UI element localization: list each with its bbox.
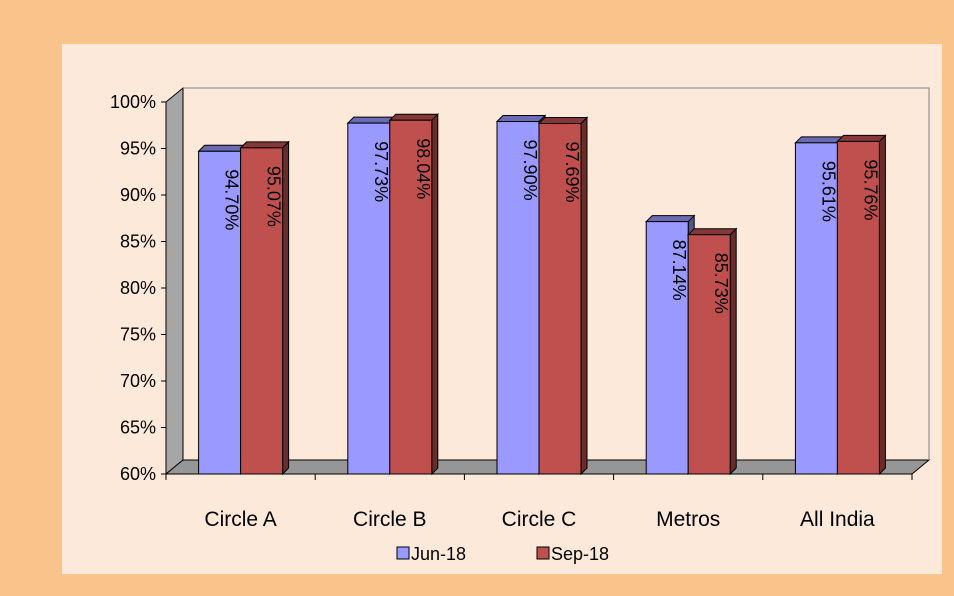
- data-label: 97.69%: [562, 141, 582, 202]
- bar-top: [537, 116, 589, 124]
- bar-Sep-18-Metros: 85.73%: [686, 227, 738, 476]
- bar-Sep-18-Circle C: 97.69%: [537, 116, 589, 476]
- y-tick-label: 80%: [120, 278, 156, 298]
- data-label: 85.73%: [711, 253, 731, 314]
- bar-top: [495, 115, 547, 123]
- bar-top: [644, 215, 696, 223]
- bar-Jun-18-All India: 95.61%: [794, 135, 845, 476]
- y-tick-label: 70%: [120, 371, 156, 391]
- data-label: 97.73%: [371, 141, 391, 202]
- bar-front: [240, 147, 284, 475]
- y-tick-label: 65%: [120, 418, 156, 438]
- bar-top: [686, 228, 738, 236]
- bar-front: [389, 119, 433, 475]
- x-tick-label: Circle C: [502, 508, 577, 531]
- data-label: 97.90%: [520, 140, 540, 201]
- bar-front: [198, 150, 242, 475]
- bar-Jun-18-Circle B: 97.73%: [346, 115, 398, 476]
- y-tick-label: 85%: [120, 232, 156, 252]
- bar-top: [836, 134, 887, 142]
- y-tick-label: 60%: [120, 464, 156, 484]
- data-label: 95.76%: [860, 159, 880, 220]
- bar-Sep-18-All India: 95.76%: [836, 134, 887, 476]
- bar-top: [239, 141, 290, 149]
- data-label: 87.14%: [669, 240, 689, 301]
- bar-front: [538, 122, 582, 475]
- y-axis: 60% 65% 70% 75% 80% 85% 90% 95% 100%: [110, 92, 167, 484]
- y-tick-label: 100%: [110, 92, 156, 112]
- bar-top: [346, 116, 398, 124]
- data-label: 95.61%: [818, 161, 838, 222]
- x-tick-label: Circle A: [204, 508, 276, 531]
- bar-Sep-18-Circle A: 95.07%: [239, 140, 290, 476]
- x-axis: Circle A Circle B Circle C Metros All India: [165, 473, 913, 531]
- x-tick-label: Metros: [656, 508, 720, 531]
- legend: Jun-18 Sep-18: [396, 544, 609, 564]
- x-tick-label: All India: [800, 508, 875, 531]
- y-tick-label: 90%: [120, 185, 156, 205]
- bar-top: [197, 144, 248, 152]
- bars: 94.70% 95.07% 97.73% 98.04% 97.90% 97.69% 87.1…: [197, 113, 887, 476]
- bar-Jun-18-Circle A: 94.70%: [197, 144, 248, 476]
- legend-label: Sep-18: [551, 544, 609, 564]
- bar-Sep-18-Circle B: 98.04%: [388, 113, 440, 476]
- legend-item: Jun-18: [396, 544, 466, 564]
- bar-top: [388, 113, 440, 121]
- x-tick-label: Circle B: [353, 508, 427, 531]
- data-label: 98.04%: [413, 138, 433, 199]
- legend-item: Sep-18: [536, 544, 609, 564]
- legend-swatch: [396, 546, 410, 560]
- legend-label: Jun-18: [411, 544, 466, 564]
- y-tick-label: 95%: [120, 139, 156, 159]
- left-wall: [165, 86, 184, 476]
- y-tick-label: 75%: [120, 325, 156, 345]
- data-label: 94.70%: [222, 169, 242, 230]
- back-wall-edge: [183, 87, 930, 460]
- bar-Jun-18-Metros: 87.14%: [644, 214, 696, 476]
- data-label: 95.07%: [264, 166, 284, 227]
- legend-swatch: [536, 546, 550, 560]
- bar-front: [347, 122, 391, 475]
- bar-front: [496, 121, 540, 475]
- bar-Jun-18-Circle C: 97.90%: [495, 114, 547, 476]
